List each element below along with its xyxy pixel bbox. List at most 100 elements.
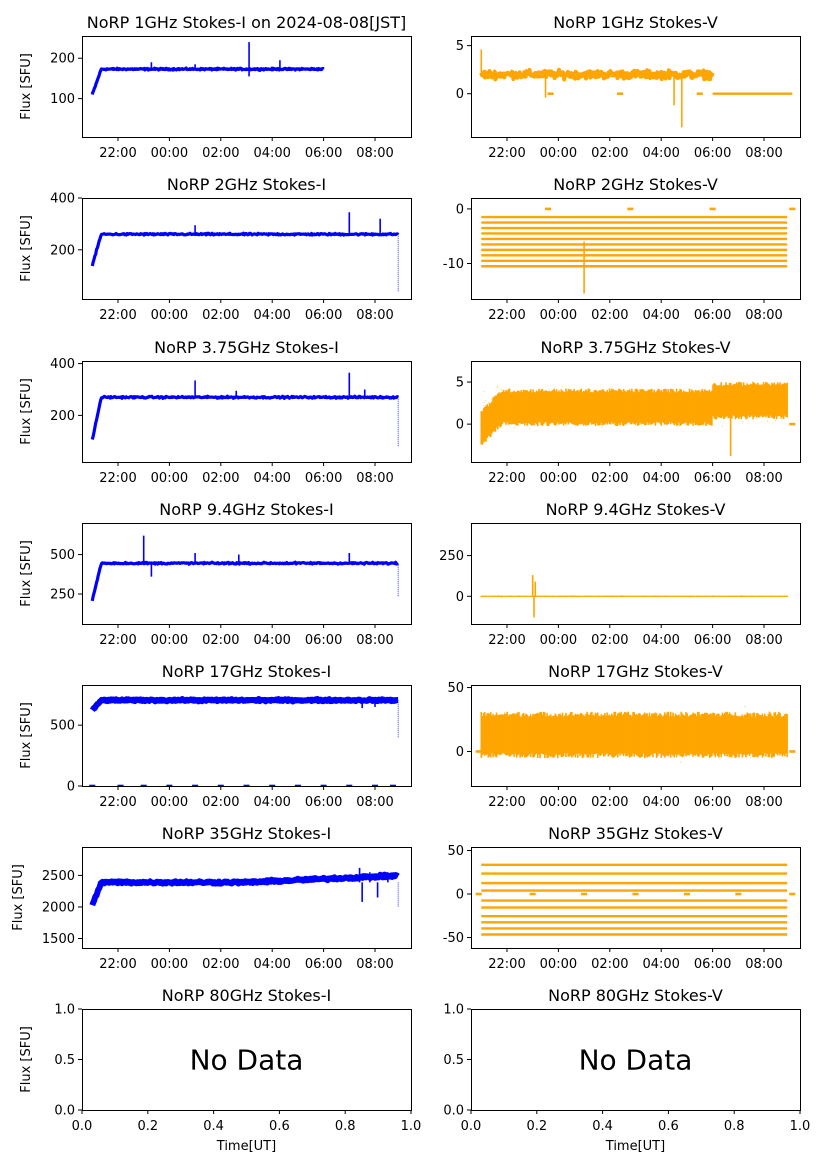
- x-tick-label: 04:00: [253, 308, 290, 323]
- series-point: [677, 420, 679, 422]
- series-point: [579, 407, 581, 409]
- series-point: [677, 721, 679, 723]
- series-point: [705, 595, 707, 597]
- plot-frame: [471, 847, 801, 949]
- series-point: [572, 595, 574, 597]
- series-point: [698, 411, 700, 413]
- x-tick-label: 22:00: [488, 633, 525, 648]
- data-layer: [90, 535, 399, 602]
- series-point: [655, 595, 658, 597]
- data-layer: [475, 705, 796, 763]
- series-point: [631, 407, 633, 409]
- x-tick-label: 00:00: [540, 308, 577, 323]
- x-tick-label: 02:00: [591, 633, 628, 648]
- series-point: [765, 723, 767, 725]
- series-point: [601, 398, 603, 400]
- series-point: [690, 721, 693, 723]
- series-point: [600, 411, 603, 413]
- series-point: [735, 595, 737, 597]
- series-point: [519, 595, 521, 597]
- series-point: [729, 595, 731, 597]
- y-tick-label: 0.5: [443, 1053, 464, 1068]
- series-point: [655, 403, 657, 406]
- plot-frame: [471, 361, 801, 463]
- series-point: [639, 719, 641, 722]
- series-point: [714, 404, 716, 407]
- panel-3: NoRP 2GHz Stokes-I Flux [SFU] 200 400 22:00 0…: [19, 175, 412, 323]
- x-tick-label: 0.4: [203, 1119, 224, 1134]
- x-tick-label: 02:00: [591, 308, 628, 323]
- series-point: [526, 414, 528, 416]
- series-point: [525, 595, 527, 598]
- series-point: [695, 596, 698, 598]
- series-point: [541, 595, 543, 597]
- panel-title: NoRP 17GHz Stokes-V: [548, 662, 723, 681]
- series-point: [497, 595, 500, 598]
- series-point: [539, 595, 541, 597]
- x-tick-label: 04:00: [253, 957, 290, 972]
- x-axis-label: Time[UT]: [216, 1139, 276, 1154]
- series-point: [652, 410, 654, 413]
- x-tick-label: 04:00: [253, 146, 290, 161]
- x-tick-label: 06:00: [305, 146, 342, 161]
- series-point: [597, 596, 599, 598]
- series-point: [619, 407, 622, 410]
- series-point: [779, 752, 781, 755]
- series-point: [606, 739, 608, 741]
- series-point: [498, 728, 500, 731]
- x-tick-label: 1.0: [790, 1119, 811, 1134]
- series-point: [749, 756, 751, 758]
- series-point: [677, 595, 679, 597]
- series-point: [485, 409, 487, 411]
- data-layer: [475, 863, 796, 936]
- series-point: [722, 744, 725, 746]
- series-point: [725, 595, 727, 597]
- x-tick-label: 08:00: [356, 308, 393, 323]
- x-tick-label: 00:00: [540, 795, 577, 810]
- series-point: [545, 596, 547, 598]
- series-point: [509, 595, 511, 597]
- series-point: [682, 409, 684, 411]
- series-point: [653, 749, 655, 752]
- series-point: [681, 415, 683, 417]
- x-tick-label: 02:00: [202, 957, 239, 972]
- series-point: [716, 596, 718, 598]
- series-point: [777, 741, 779, 743]
- series-point: [601, 426, 603, 428]
- series-point: [785, 408, 787, 411]
- series-point: [488, 733, 490, 736]
- series-point: [756, 401, 759, 403]
- series-point: [752, 404, 754, 406]
- series-point: [741, 755, 743, 758]
- series-point: [632, 733, 634, 735]
- series-point: [668, 734, 670, 737]
- series-point: [611, 595, 613, 597]
- series-point: [543, 595, 545, 597]
- series-point: [557, 411, 560, 413]
- data-layer: [479, 49, 793, 128]
- x-tick-label: 08:00: [745, 957, 782, 972]
- x-tick-label: 08:00: [356, 146, 393, 161]
- series-point: [661, 396, 663, 398]
- series-point: [676, 595, 678, 597]
- y-tick-label: 1.0: [54, 1003, 75, 1018]
- y-tick-label: 250: [50, 588, 75, 603]
- series-point: [684, 732, 687, 735]
- series-point: [539, 723, 541, 726]
- plot-frame: [471, 523, 801, 625]
- series-point: [578, 718, 580, 720]
- series-point: [743, 398, 745, 400]
- series-point: [518, 413, 520, 416]
- series-point: [774, 409, 776, 411]
- series-point: [547, 595, 549, 597]
- series-point: [549, 401, 551, 403]
- series-point: [589, 595, 591, 597]
- y-tick-label: 0.0: [443, 1104, 464, 1119]
- x-tick-label: 1.0: [401, 1119, 422, 1134]
- series-point: [659, 747, 661, 749]
- series-point: [718, 595, 720, 597]
- series-point: [499, 595, 501, 597]
- series-point: [527, 595, 529, 598]
- y-tick-label: 50: [447, 681, 464, 696]
- series-point: [690, 389, 692, 391]
